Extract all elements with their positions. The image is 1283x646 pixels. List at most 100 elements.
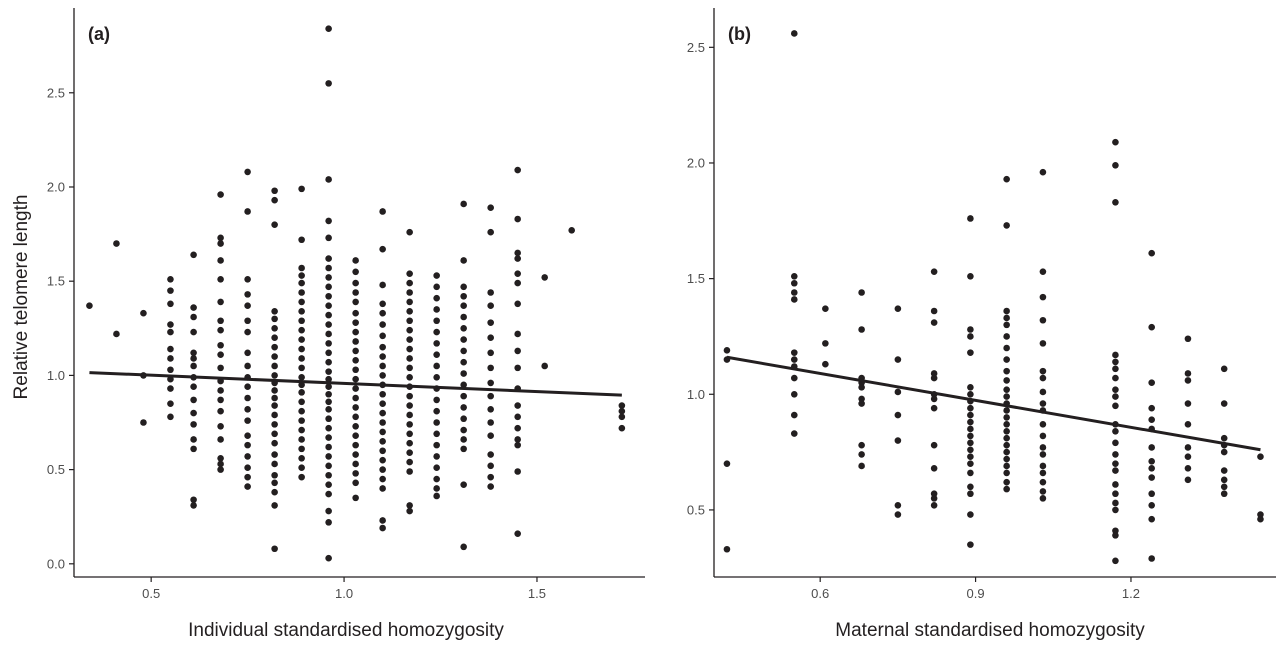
panel-b-data-point [894, 305, 902, 312]
panel-a-data-point [433, 485, 440, 492]
panel-a-data-point [514, 300, 521, 308]
panel-a-data-point [190, 383, 197, 391]
panel-a-data-point [271, 394, 278, 402]
panel-a-data-point [487, 302, 494, 309]
panel-a-data-point [352, 413, 359, 421]
panel-a-data-point [167, 300, 174, 308]
panel-a-data-point [298, 298, 305, 306]
panel-b-data-point [930, 268, 938, 275]
panel-b-data-point [1003, 321, 1010, 329]
panel-b-data-point [967, 390, 974, 398]
panel-a-data-point [271, 196, 278, 204]
panel-b-data-point [1220, 365, 1228, 373]
panel-b-data-point [1003, 427, 1010, 435]
panel-a-data-point [460, 283, 467, 291]
panel-a-data-point [325, 217, 332, 225]
panel-a-data-point [325, 390, 332, 398]
panel-b-data-point [1003, 307, 1010, 315]
panel-a-data-point [352, 375, 359, 383]
panel-a-data-point [618, 424, 626, 432]
panel-b-data-point [967, 432, 974, 440]
panel-b-data-point [1039, 469, 1047, 477]
panel-b-data-point [1112, 427, 1119, 435]
panel-a-data-point [190, 445, 197, 453]
panel-a-data-point [217, 407, 224, 415]
panel-b-data-point [967, 333, 974, 340]
panel-a-data-point [217, 396, 224, 404]
panel-b-data-point [822, 305, 829, 312]
panel-b-data-point [894, 356, 902, 363]
panel-a-data-point [406, 392, 413, 400]
panel-a-data-point [379, 372, 386, 379]
panel-b-data-point [894, 437, 902, 444]
panel-a-data-point [190, 251, 197, 259]
panel-a-data-point [460, 347, 467, 355]
panel-a-data-point [244, 383, 251, 391]
panel-a-data-point [271, 387, 278, 394]
panel-a-data-point [379, 362, 386, 370]
panel-b-data-point [1257, 511, 1264, 518]
panel-a-data-point [244, 328, 251, 336]
panel-a-data-point [487, 349, 494, 357]
panel-b-data-point [1039, 316, 1047, 324]
panel-a-data-point [167, 355, 174, 362]
panel-a-data-point [271, 430, 278, 438]
panel-a-data-point [514, 249, 521, 257]
panel-b-data-point [967, 446, 974, 454]
panel-a-data-point [271, 545, 278, 553]
panel-a-y-tick-label: 2.0 [47, 179, 65, 194]
panel-a-data-point [406, 336, 413, 343]
panel-a-data-point [325, 234, 332, 242]
panel-b-data-point [858, 451, 865, 458]
panel-b-data-point [1003, 448, 1010, 456]
panel-a-data-point [352, 451, 359, 458]
panel-a-data-point [406, 402, 413, 409]
panel-b-data-point [790, 356, 798, 363]
panel-a-x-tick-label: 1.5 [528, 586, 546, 601]
panel-b-data-point [1184, 370, 1192, 377]
panel-a-x-tick-label: 0.5 [142, 586, 160, 601]
panel-b-y-tick-label: 2.5 [687, 40, 705, 55]
panel-a-y-tick-label: 1.0 [47, 368, 65, 383]
panel-a-data-point [460, 436, 467, 443]
panel-a-data-point [433, 396, 440, 404]
panel-a-data-point [487, 364, 494, 372]
panel-b-data-point [790, 273, 798, 280]
panel-b-data-point [1112, 393, 1119, 400]
panel-b-data-point [1003, 485, 1010, 493]
panel-b-data-point [1112, 490, 1119, 498]
panel-a-y-axis-label: Relative telomere length [11, 195, 32, 400]
panel-b-data-point [1003, 434, 1010, 442]
panel-b-data-point [1148, 490, 1155, 498]
panel-a-data-point [298, 389, 305, 396]
panel-b-data-point [1112, 374, 1119, 382]
panel-a-data-point [244, 432, 251, 439]
panel-a-data-point [514, 424, 521, 432]
panel-a-data-point [352, 385, 359, 392]
panel-a-data-point [379, 332, 386, 340]
panel-b-data-point [1003, 478, 1010, 486]
panel-b-data-point [967, 411, 974, 419]
panel-a-data-point [113, 240, 120, 247]
panel-a-data-point [352, 494, 359, 502]
panel-b-data-point [1112, 451, 1119, 458]
panel-a-data-point [325, 25, 332, 33]
panel-b-data-point [1257, 515, 1264, 523]
panel-a-data-point [325, 358, 332, 366]
panel-b-data-point [1220, 448, 1228, 456]
panel-a-data-point [433, 373, 440, 381]
panel-a-data-point [190, 349, 197, 357]
panel-b-data-point [967, 418, 974, 426]
panel-a-data-point [352, 319, 359, 326]
panel-a-x-axis-label: Individual standardised homozygosity [188, 620, 504, 641]
panel-a-data-point [325, 368, 332, 375]
panel-a-data-point [379, 321, 386, 328]
panel-a-data-point [271, 221, 278, 228]
panel-a-data-point [406, 458, 413, 466]
panel-b-data-point [1003, 344, 1010, 352]
panel-b-data-point [967, 326, 974, 333]
panel-a-data-point [379, 524, 386, 532]
panel-b-data-point [1039, 168, 1047, 176]
panel-b-data-point [858, 326, 865, 333]
panel-a-data-point [406, 411, 413, 419]
